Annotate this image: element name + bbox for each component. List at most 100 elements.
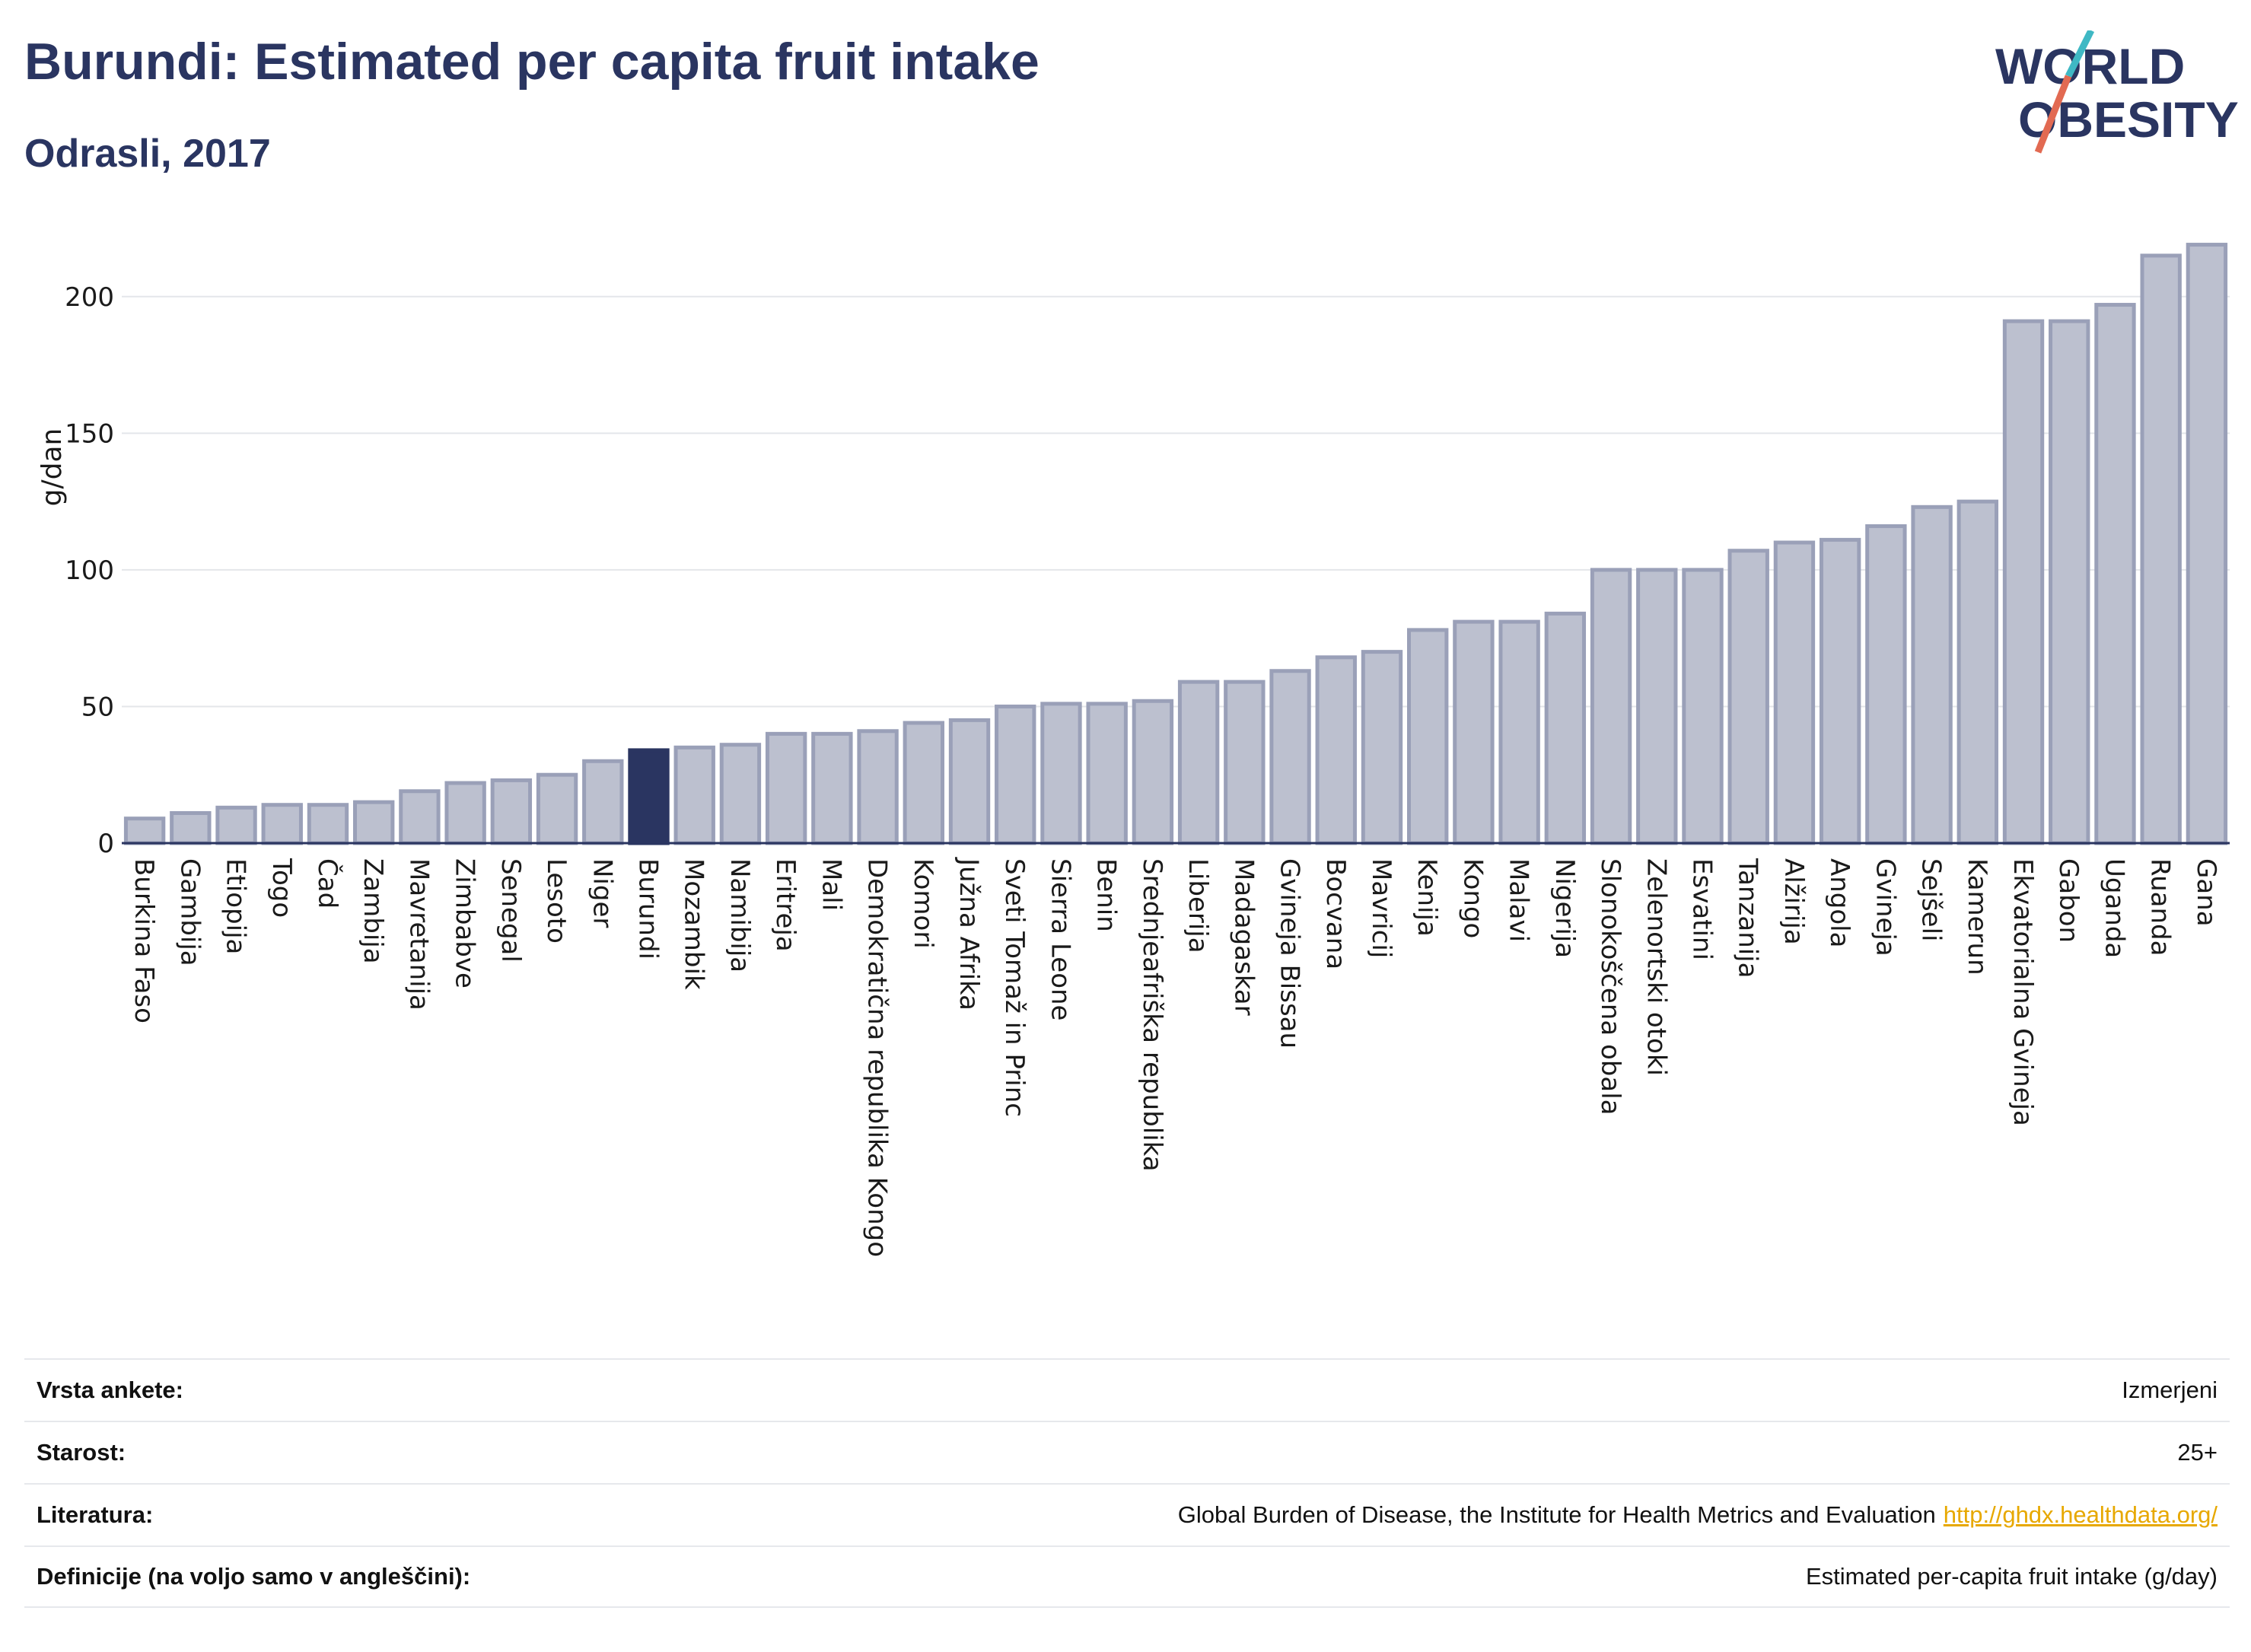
x-tick-label: Kongo — [1457, 858, 1488, 938]
x-tick-label: Zimbabve — [450, 858, 480, 988]
bar — [1636, 568, 1678, 845]
x-tick-label: Gana — [2191, 858, 2221, 927]
info-value: Estimated per-capita fruit intake (g/day… — [1806, 1563, 2218, 1590]
bar — [2186, 243, 2228, 845]
bar — [261, 803, 303, 845]
info-value: 25+ — [2177, 1439, 2218, 1466]
bar — [1544, 611, 1587, 845]
info-table: Vrsta ankete: Izmerjeni Starost: 25+ Literat… — [24, 1358, 2230, 1608]
bar — [1086, 702, 1128, 845]
bar — [765, 731, 807, 845]
x-tick-label: Čad — [312, 858, 343, 909]
x-tick-label: Mali — [816, 858, 846, 911]
x-tick-label: Kamerun — [1962, 858, 1992, 976]
info-key: Starost: — [37, 1439, 126, 1466]
bar — [1040, 702, 1082, 845]
bar — [1315, 655, 1357, 845]
x-tick-label: Srednjeafriška republika — [1137, 858, 1167, 1172]
y-tick-label: 100 — [65, 555, 114, 586]
x-tick-label: Ekvatorialna Gvineja — [2007, 858, 2038, 1126]
bar — [170, 810, 212, 845]
x-tick-label: Komori — [908, 858, 938, 949]
x-tick-label: Slonokoščena obala — [1595, 858, 1625, 1115]
bar — [1865, 524, 1907, 845]
bar — [673, 745, 715, 845]
bar — [1224, 680, 1266, 845]
x-tick-label: Alžirija — [1778, 858, 1809, 945]
bar — [307, 803, 349, 845]
bar — [490, 778, 533, 845]
info-row: Literatura: Global Burden of Disease, the… — [24, 1483, 2230, 1545]
x-tick-label: Ruanda — [2145, 858, 2176, 956]
bar — [1498, 619, 1540, 845]
x-tick-label: Kenija — [1412, 858, 1442, 937]
x-tick-label: Gvineja — [1870, 858, 1900, 957]
info-row: Vrsta ankete: Izmerjeni — [24, 1358, 2230, 1421]
info-value-text: 25+ — [2177, 1439, 2218, 1466]
bar — [582, 759, 624, 845]
bar — [1453, 619, 1495, 845]
bar — [811, 731, 853, 845]
x-tick-label: Madagaskar — [1228, 858, 1259, 1016]
bar — [2049, 319, 2090, 845]
bar — [1956, 499, 1998, 845]
bar — [1819, 537, 1861, 845]
x-tick-label: Zelenortski otoki — [1641, 858, 1671, 1076]
x-tick-label: Sejšeli — [1916, 858, 1947, 941]
bar — [857, 729, 899, 845]
info-value: Global Burden of Disease, the Institute … — [1178, 1501, 2218, 1529]
bar — [353, 800, 395, 845]
info-value-text: Izmerjeni — [2122, 1377, 2218, 1403]
x-tick-label: Niger — [587, 858, 617, 928]
bar — [719, 743, 762, 845]
bar — [2094, 303, 2136, 845]
bar — [1361, 650, 1403, 845]
bar — [1177, 680, 1220, 845]
logo-slash-teal-icon — [2065, 30, 2095, 78]
y-tick-label: 200 — [65, 282, 114, 313]
x-tick-label: Mozambik — [679, 858, 709, 990]
y-tick-label: 0 — [97, 829, 114, 859]
x-tick-label: Uganda — [2099, 858, 2129, 958]
bar — [215, 805, 257, 845]
info-row: Definicije (na voljo samo v angleščini):… — [24, 1545, 2230, 1608]
y-tick-label: 50 — [81, 692, 114, 722]
logo-line1: WORLD — [1995, 38, 2185, 94]
source-link[interactable]: http://ghdx.healthdata.org/ — [1943, 1501, 2218, 1528]
x-tick-label: Malavi — [1504, 858, 1534, 942]
x-tick-label: Gambija — [174, 858, 205, 966]
info-key: Vrsta ankete: — [37, 1377, 183, 1403]
x-tick-label: Tanzanija — [1733, 858, 1763, 978]
x-tick-label: Etiopija — [221, 858, 251, 954]
logo-slash-coral-icon — [2034, 75, 2072, 154]
bar — [1773, 540, 1816, 845]
bar — [1132, 699, 1174, 845]
x-tick-label: Gvineja Bissau — [1275, 858, 1305, 1049]
x-tick-label: Namibija — [724, 858, 755, 972]
bar — [1727, 549, 1769, 845]
bar — [123, 816, 166, 845]
bar — [1682, 568, 1724, 845]
bar — [628, 748, 670, 845]
x-tick-label: Burundi — [633, 858, 664, 960]
x-tick-label: Sierra Leone — [1045, 858, 1075, 1020]
chart-subtitle: Odrasli, 2017 — [24, 132, 271, 176]
x-tick-label: Bocvana — [1320, 858, 1351, 969]
world-obesity-logo: WORLD OBESITY — [1995, 30, 2239, 154]
info-value: Izmerjeni — [2122, 1377, 2218, 1404]
chart-title: Burundi: Estimated per capita fruit inta… — [24, 33, 1040, 91]
x-tick-label: Gabon — [2053, 858, 2084, 943]
x-tick-label: Sveti Tomaž in Princ — [999, 858, 1030, 1117]
x-tick-label: Nigerija — [1549, 858, 1580, 958]
bar-chart: 0 50 100 150 200 g/dan Burkina Faso Gambija Etio… — [37, 243, 2230, 1257]
bar — [1407, 628, 1449, 845]
bar — [1269, 669, 1311, 845]
bar — [399, 789, 441, 845]
bar — [444, 781, 486, 845]
y-axis-label: g/dan — [37, 428, 68, 507]
bar — [1911, 505, 1953, 845]
x-tick-label: Lesoto — [541, 858, 572, 944]
x-tick-label: Senegal — [495, 858, 526, 963]
info-row: Starost: 25+ — [24, 1421, 2230, 1483]
x-tick-label: Zambija — [358, 858, 388, 964]
